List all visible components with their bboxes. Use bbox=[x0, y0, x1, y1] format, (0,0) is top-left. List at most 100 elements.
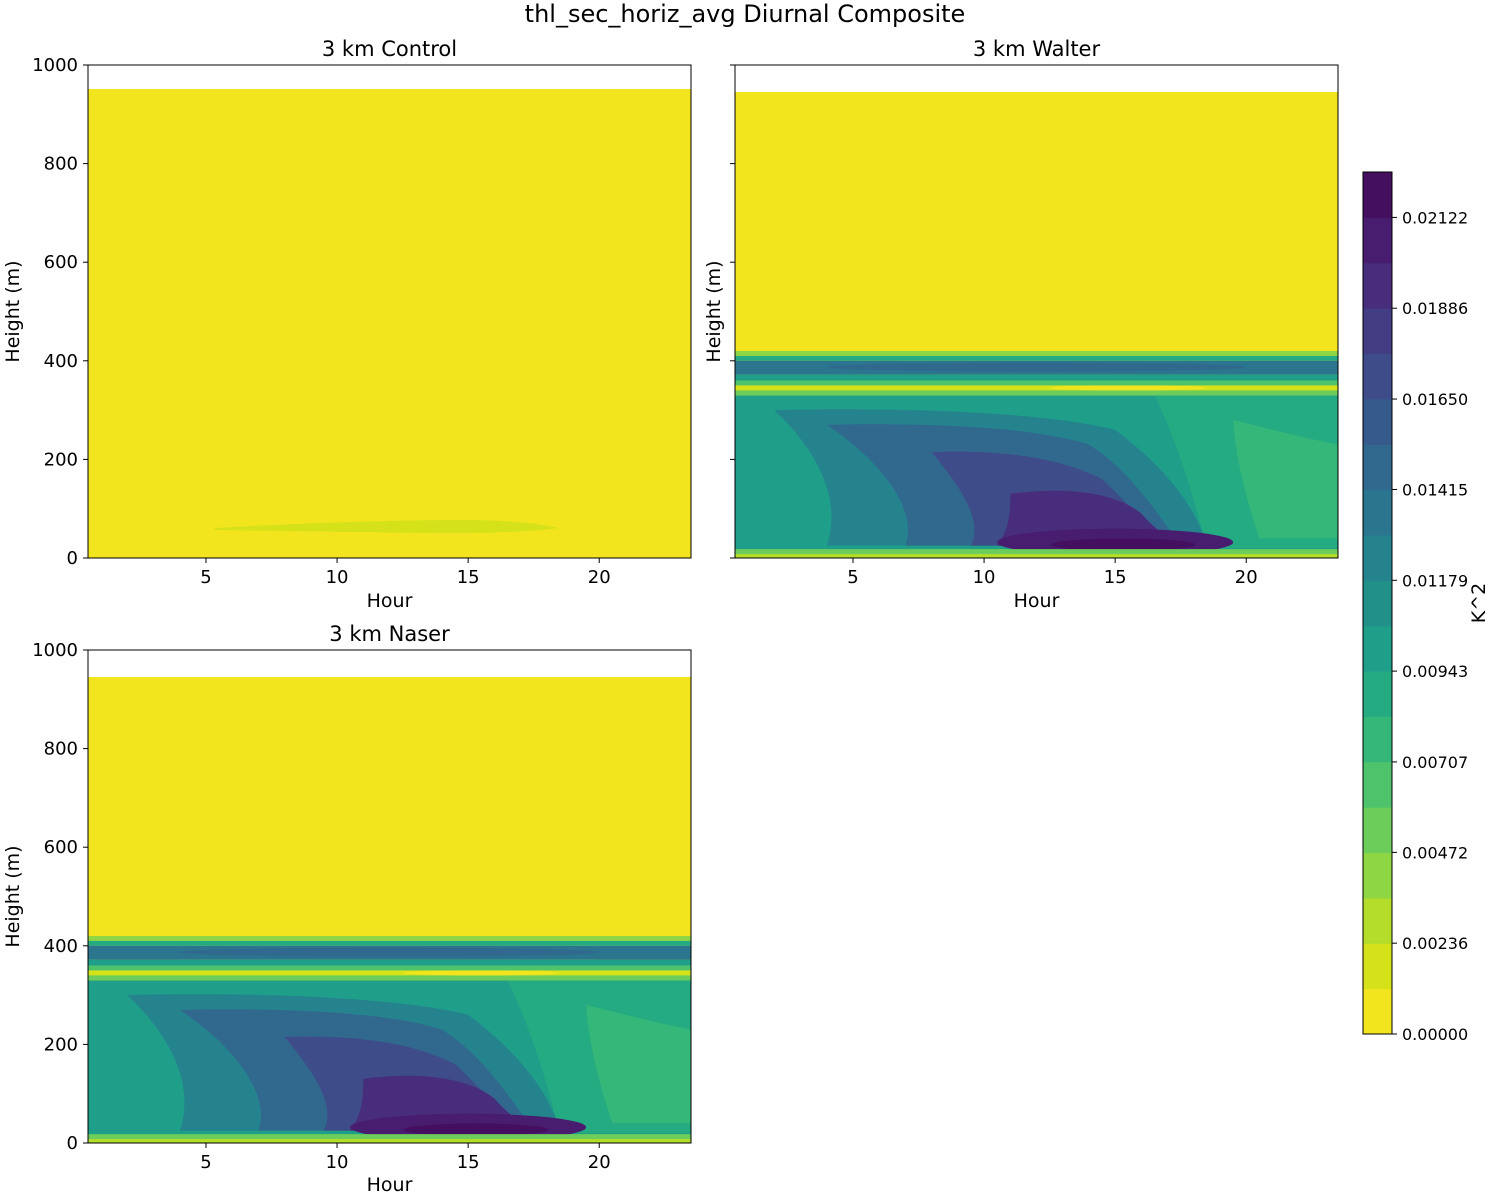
colorbar-tick-label: 0.01179 bbox=[1402, 571, 1468, 590]
panel-walter: 3 km Walter 5 10 15 20 Hour Height (m) bbox=[703, 37, 1339, 612]
colorbar-levels bbox=[1363, 172, 1392, 1035]
x-axis-label: Hour bbox=[367, 590, 413, 612]
colorbar-level bbox=[1363, 398, 1392, 445]
colorbar-tick-label: 0.01886 bbox=[1402, 299, 1468, 318]
y-tick-label: 0 bbox=[67, 1133, 78, 1154]
y-tick-label: 600 bbox=[44, 252, 78, 273]
contour-level bbox=[88, 940, 691, 946]
colorbar-label: K^2 bbox=[1468, 583, 1490, 623]
x-tick-label: 15 bbox=[457, 567, 480, 588]
y-tick-label: 400 bbox=[44, 351, 78, 372]
colorbar-level bbox=[1363, 988, 1392, 1035]
contour-level bbox=[403, 1123, 549, 1136]
contour-level bbox=[88, 1139, 691, 1143]
colorbar-level bbox=[1363, 716, 1392, 763]
plot-area bbox=[735, 65, 1338, 558]
contour-level bbox=[826, 362, 1247, 372]
contour-level bbox=[1233, 419, 1338, 539]
x-tick-label: 15 bbox=[1104, 567, 1127, 588]
x-axis-label: Hour bbox=[367, 1174, 413, 1196]
contour-level bbox=[735, 374, 1338, 381]
colorbar-level bbox=[1363, 852, 1392, 899]
plot-frame bbox=[734, 64, 1339, 559]
contour-level bbox=[735, 380, 1338, 386]
colorbar-level bbox=[1363, 807, 1392, 854]
colorbar-level bbox=[1363, 761, 1392, 808]
field-contours bbox=[88, 935, 691, 1143]
y-tick-label: 1000 bbox=[32, 55, 78, 76]
contour-level bbox=[88, 970, 691, 976]
colorbar-level bbox=[1363, 580, 1392, 627]
field-base bbox=[88, 89, 691, 558]
axes: 5 10 15 20 bbox=[730, 64, 1258, 588]
y-axis-label: Height (m) bbox=[2, 260, 24, 362]
y-tick-label: 200 bbox=[44, 1034, 78, 1055]
field-contours bbox=[735, 350, 1338, 558]
contour-level bbox=[179, 947, 600, 957]
plot-area bbox=[88, 65, 691, 558]
colorbar-level bbox=[1363, 625, 1392, 672]
colorbar-tick-label: 0.00943 bbox=[1402, 662, 1468, 681]
x-tick-label: 5 bbox=[200, 567, 211, 588]
x-tick-label: 10 bbox=[326, 567, 349, 588]
y-tick-label: 800 bbox=[44, 154, 78, 175]
colorbar-level bbox=[1363, 897, 1392, 944]
y-tick-label: 0 bbox=[67, 548, 78, 569]
x-tick-label: 20 bbox=[588, 1152, 611, 1173]
colorbar-ticks: 0.00000 0.00236 0.00472 0.00707 0.00943 0.011… bbox=[1392, 208, 1468, 1044]
y-tick-label: 400 bbox=[44, 936, 78, 957]
y-tick-label: 1000 bbox=[32, 640, 78, 661]
x-tick-label: 10 bbox=[973, 567, 996, 588]
colorbar-tick-label: 0.00000 bbox=[1402, 1025, 1468, 1044]
panel-title: 3 km Naser bbox=[329, 622, 450, 646]
colorbar-level bbox=[1363, 671, 1392, 717]
contour-level bbox=[735, 350, 1338, 356]
y-axis-label: Height (m) bbox=[2, 845, 24, 947]
y-axis-label: Height (m) bbox=[703, 260, 725, 362]
contour-level bbox=[735, 549, 1338, 558]
colorbar-tick-label: 0.01415 bbox=[1402, 480, 1468, 499]
x-tick-label: 5 bbox=[847, 567, 858, 588]
colorbar-level bbox=[1363, 444, 1392, 491]
panel-title: 3 km Walter bbox=[973, 37, 1101, 61]
plot-frame bbox=[87, 64, 692, 559]
x-tick-label: 10 bbox=[326, 1152, 349, 1173]
x-tick-label: 15 bbox=[457, 1152, 480, 1173]
contour-level bbox=[735, 355, 1338, 361]
colorbar-tick-label: 0.00236 bbox=[1402, 934, 1468, 953]
contour-level bbox=[1049, 385, 1207, 391]
colorbar-level bbox=[1363, 308, 1392, 354]
colorbar-level bbox=[1363, 943, 1392, 990]
colorbar-level bbox=[1363, 262, 1392, 309]
contour-level bbox=[586, 1004, 691, 1124]
x-tick-label: 20 bbox=[588, 567, 611, 588]
contour-level bbox=[88, 965, 691, 971]
y-tick-label: 800 bbox=[44, 739, 78, 760]
plot-frame bbox=[87, 649, 692, 1144]
colorbar: 0.00000 0.00236 0.00472 0.00707 0.00943 0.011… bbox=[1362, 171, 1490, 1044]
contour-level bbox=[735, 390, 1338, 396]
figure-title: thl_sec_horiz_avg Diurnal Composite bbox=[525, 0, 966, 28]
x-axis-label: Hour bbox=[1014, 590, 1060, 612]
y-tick-label: 600 bbox=[44, 837, 78, 858]
contour-level bbox=[88, 935, 691, 941]
y-tick-label: 200 bbox=[44, 449, 78, 470]
contour-level bbox=[88, 959, 691, 966]
colorbar-frame bbox=[1362, 171, 1393, 1035]
contour-level bbox=[735, 554, 1338, 558]
colorbar-tick-label: 0.02122 bbox=[1402, 208, 1468, 227]
x-tick-label: 5 bbox=[200, 1152, 211, 1173]
contour-level bbox=[88, 975, 691, 981]
colorbar-level bbox=[1363, 172, 1392, 218]
panel-title: 3 km Control bbox=[322, 37, 457, 61]
colorbar-level bbox=[1363, 217, 1392, 264]
colorbar-tick-label: 0.01650 bbox=[1402, 390, 1468, 409]
colorbar-level bbox=[1363, 534, 1392, 581]
colorbar-level bbox=[1363, 489, 1392, 536]
contour-level bbox=[88, 1134, 691, 1143]
contour-level bbox=[1050, 538, 1196, 551]
